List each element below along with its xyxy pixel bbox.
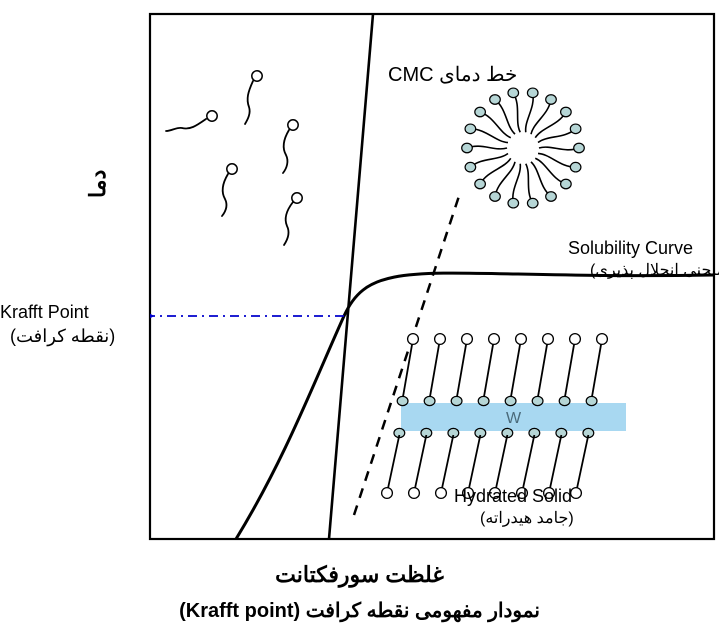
caption: نمودار مفهومی نقطه کرافت (Krafft point) xyxy=(0,598,719,623)
diagram-svg: W xyxy=(0,0,719,633)
solubility-curve-label-fa: (منحنی انحلال پذیری) xyxy=(590,260,719,280)
hydrated-solid-label-en: Hydrated Solid xyxy=(454,486,572,507)
diagram-wrap: W دما غلظت سورفکتانت نمودار مفهومی نقطه … xyxy=(0,0,719,633)
solubility-curve-label-en: Solubility Curve xyxy=(568,238,693,259)
y-axis-label: دما xyxy=(85,170,111,198)
hydrated-solid-label-fa: (جامد هیدراته) xyxy=(480,508,574,528)
svg-text:W: W xyxy=(506,410,522,427)
krafft-point-label-fa: (نقطه کرافت) xyxy=(10,326,115,347)
cmc-line-label: خط دمای CMC xyxy=(388,62,517,87)
x-axis-label: غلظت سورفکتانت xyxy=(0,562,719,588)
krafft-point-label-en: Krafft Point xyxy=(0,302,89,323)
